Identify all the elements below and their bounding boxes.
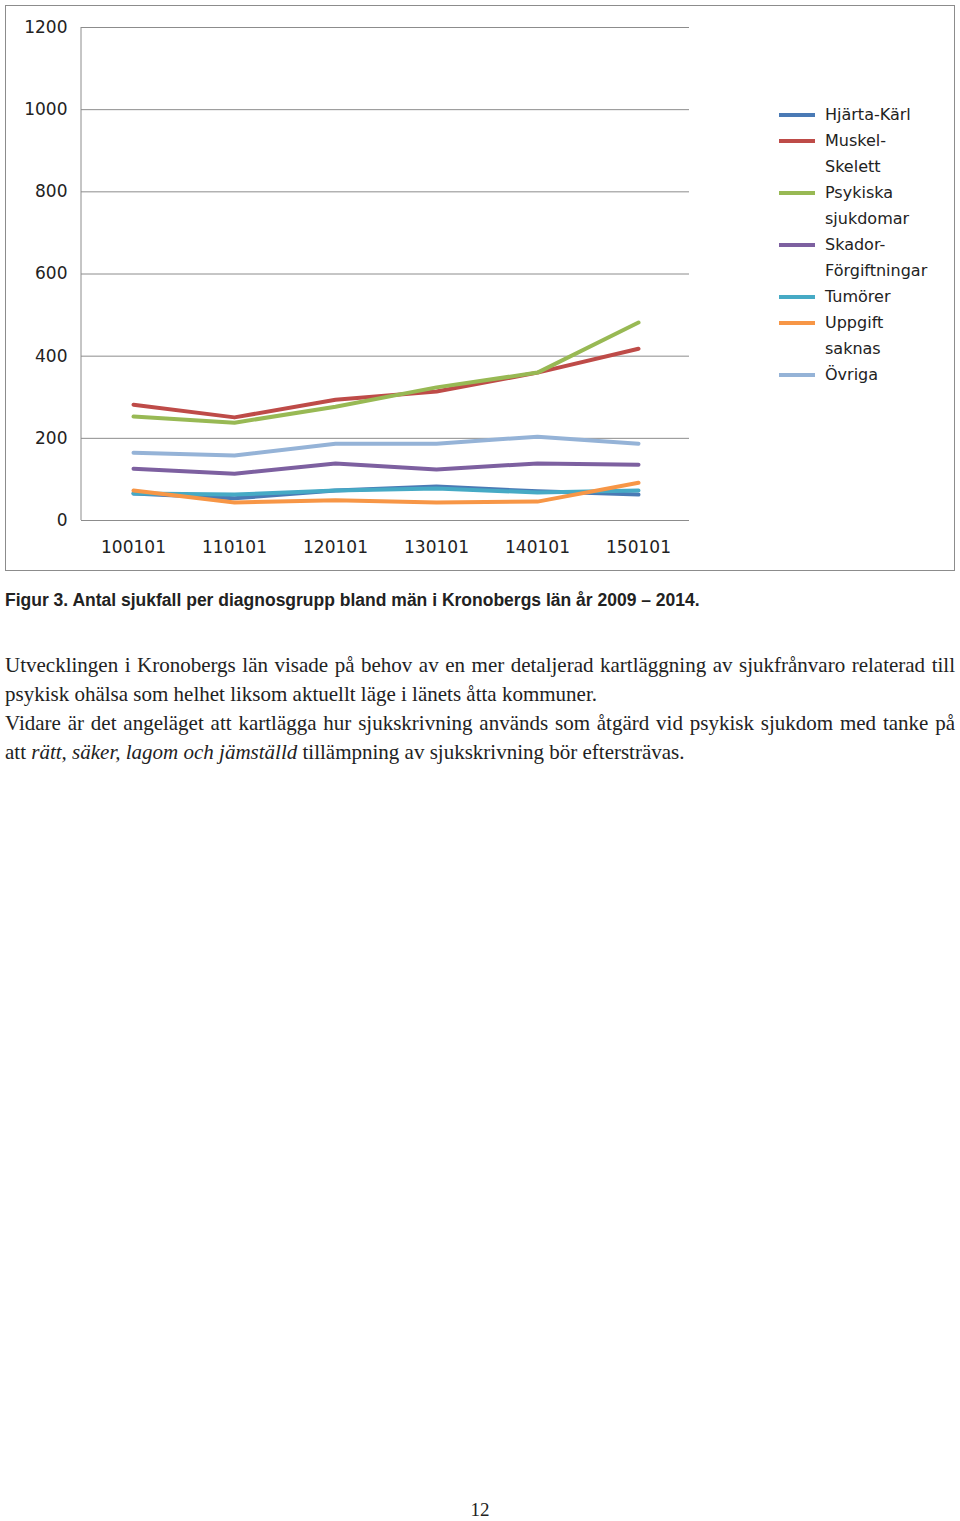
svg-text:600: 600: [35, 263, 67, 283]
html-text:Hjärta-Kärl: Hjärta-Kärl: [825, 105, 911, 124]
html-text:Utvecklingen i Kronobergs län: Utvecklingen i Kronobergs län visade på …: [5, 653, 955, 706]
svg-text:0: 0: [57, 510, 68, 530]
html-text:Vidare är det angeläget att ka: Vidare är det angeläget att kartlägga hu…: [5, 711, 955, 764]
svg-text:100101: 100101: [101, 537, 166, 557]
svg-text:1000: 1000: [24, 99, 67, 119]
html-text:Muskel-Skelett: Muskel-Skelett: [825, 131, 886, 176]
html-text:Psykiska sjukdomar: Psykiska sjukdomar: [825, 183, 910, 228]
html-text:12: 12: [470, 1499, 490, 1520]
html-text:Övriga: Övriga: [825, 365, 878, 384]
svg-text:400: 400: [35, 346, 67, 366]
svg-text:120101: 120101: [303, 537, 368, 557]
svg-text:130101: 130101: [404, 537, 469, 557]
html-text:Uppgift saknas: Uppgift saknas: [825, 313, 884, 358]
svg-text:1200: 1200: [24, 17, 67, 37]
html-text:Skador-Förgiftningar: Skador-Förgiftningar: [825, 235, 928, 280]
svg-text:800: 800: [35, 181, 67, 201]
svg-text:140101: 140101: [505, 537, 570, 557]
html-text:Tumörer: Tumörer: [825, 287, 891, 306]
html-text:Figur 3. Antal sjukfall per di: Figur 3. Antal sjukfall per diagnosgrupp…: [5, 590, 700, 610]
svg-text:110101: 110101: [202, 537, 267, 557]
svg-text:150101: 150101: [606, 537, 671, 557]
svg-text:200: 200: [35, 428, 67, 448]
